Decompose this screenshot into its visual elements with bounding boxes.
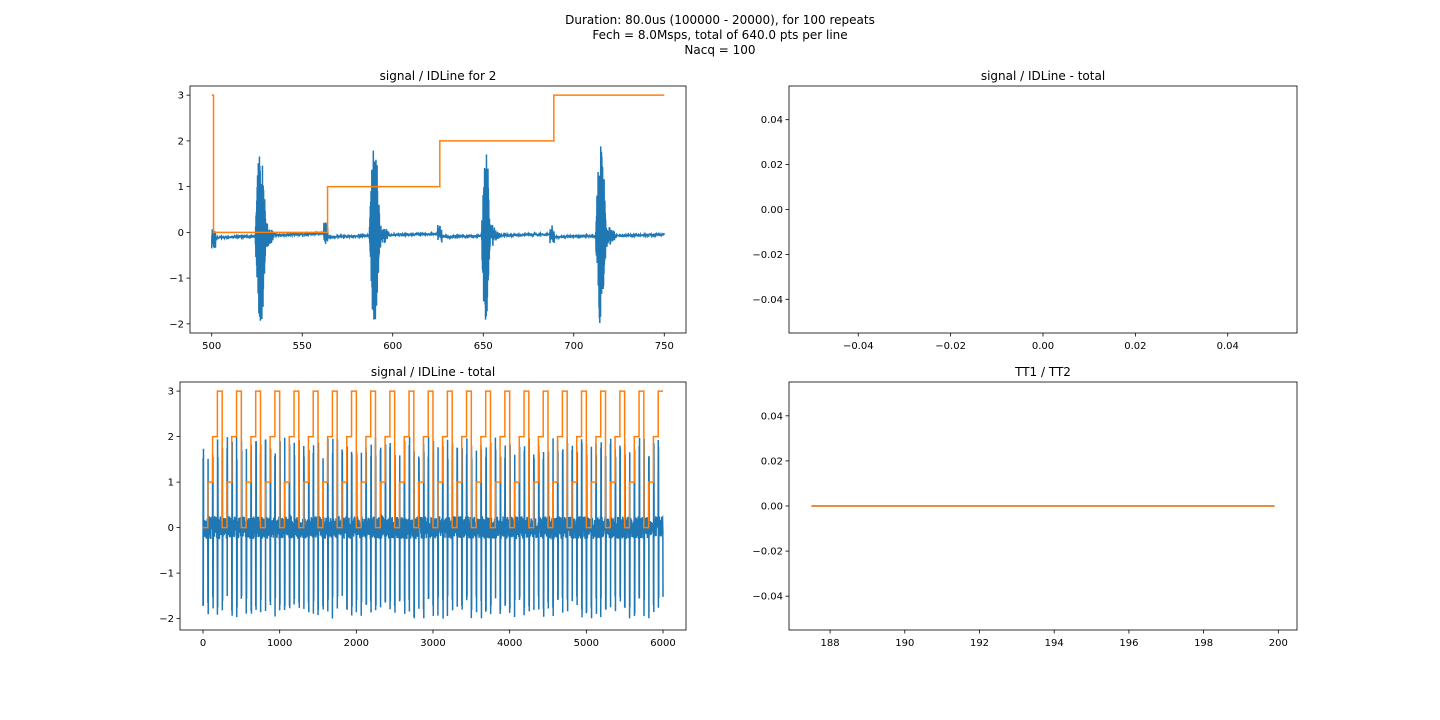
x-tick-label: 500 xyxy=(202,341,221,352)
x-tick-label: 0 xyxy=(200,638,206,649)
y-tick-label: 0.00 xyxy=(761,205,783,216)
x-tick-label: 550 xyxy=(293,341,312,352)
y-tick-label: 0.04 xyxy=(761,115,783,126)
x-tick-label: 190 xyxy=(895,638,914,649)
axes-ax4: TT1 / TT2 188 190 192 194 196 198 200 −0.04 −0.02… xyxy=(752,365,1298,649)
y-tick-label: 1 xyxy=(168,478,174,489)
x-tick-label: 0.02 xyxy=(1124,341,1146,352)
x-tick-label: 192 xyxy=(970,638,989,649)
x-tick-label: 3000 xyxy=(420,638,445,649)
x-tick-label: 700 xyxy=(564,341,583,352)
series-line-1 xyxy=(211,94,665,234)
x-tick-label: 1000 xyxy=(267,638,292,649)
y-tick-label: −1 xyxy=(159,569,174,580)
x-tick-label: 198 xyxy=(1194,638,1213,649)
x-tick-label: 5000 xyxy=(574,638,599,649)
plot-area xyxy=(210,94,666,323)
chart-title: signal / IDLine - total xyxy=(981,69,1105,83)
y-tick-label: −0.02 xyxy=(752,250,783,261)
series-line-0 xyxy=(210,146,666,323)
x-tick-label: 6000 xyxy=(650,638,675,649)
y-tick-label: −2 xyxy=(169,319,184,330)
axes-ax3: signal / IDLine - total 0 1000 2000 3000 4000… xyxy=(159,365,687,649)
x-tick-label: 2000 xyxy=(344,638,369,649)
x-tick-label: −0.02 xyxy=(935,341,966,352)
x-tick-label: 194 xyxy=(1045,638,1064,649)
chart-title: signal / IDLine - total xyxy=(371,365,495,379)
x-tick-label: 0.00 xyxy=(1032,341,1054,352)
y-tick-label: −1 xyxy=(169,274,184,285)
axes-ax2: signal / IDLine - total −0.04 −0.02 0.00 0.0… xyxy=(752,69,1298,352)
chart-title: TT1 / TT2 xyxy=(1014,365,1071,379)
y-tick-label: 3 xyxy=(168,387,174,398)
series-line-0 xyxy=(202,436,664,619)
figure-suptitle-line-2: Fech = 8.0Msps, total of 640.0 pts per l… xyxy=(592,28,848,42)
x-tick-label: 4000 xyxy=(497,638,522,649)
y-tick-label: −2 xyxy=(159,614,174,625)
chart-title: signal / IDLine for 2 xyxy=(380,69,497,83)
y-tick-label: −0.04 xyxy=(752,295,783,306)
y-tick-label: 0 xyxy=(168,523,174,534)
y-tick-label: −0.04 xyxy=(752,592,783,603)
x-tick-label: 196 xyxy=(1119,638,1138,649)
x-tick-label: 0.04 xyxy=(1217,341,1239,352)
figure-suptitle-line-3: Nacq = 100 xyxy=(684,43,756,57)
y-tick-label: 2 xyxy=(168,432,174,443)
y-tick-label: 0.02 xyxy=(761,456,783,467)
y-tick-label: 3 xyxy=(178,91,184,102)
figure-suptitle-line-1: Duration: 80.0us (100000 - 20000), for 1… xyxy=(565,13,875,27)
y-tick-label: 1 xyxy=(178,182,184,193)
axes-ax1: signal / IDLine for 2 500 550 600 650 700 750 −… xyxy=(169,69,687,352)
y-tick-label: 0.04 xyxy=(761,411,783,422)
y-tick-label: 0.02 xyxy=(761,160,783,171)
series-line-1 xyxy=(203,390,663,529)
x-tick-label: −0.04 xyxy=(843,341,874,352)
y-tick-label: 0.00 xyxy=(761,502,783,513)
axes-frame xyxy=(788,85,1298,334)
x-tick-label: 188 xyxy=(821,638,840,649)
y-tick-label: 2 xyxy=(178,136,184,147)
y-tick-label: 0 xyxy=(178,228,184,239)
x-tick-label: 200 xyxy=(1269,638,1288,649)
plot-area xyxy=(202,390,664,619)
x-tick-label: 600 xyxy=(383,341,402,352)
x-tick-label: 650 xyxy=(474,341,493,352)
axes-frame xyxy=(189,85,687,334)
y-tick-label: −0.02 xyxy=(752,547,783,558)
x-tick-label: 750 xyxy=(655,341,674,352)
